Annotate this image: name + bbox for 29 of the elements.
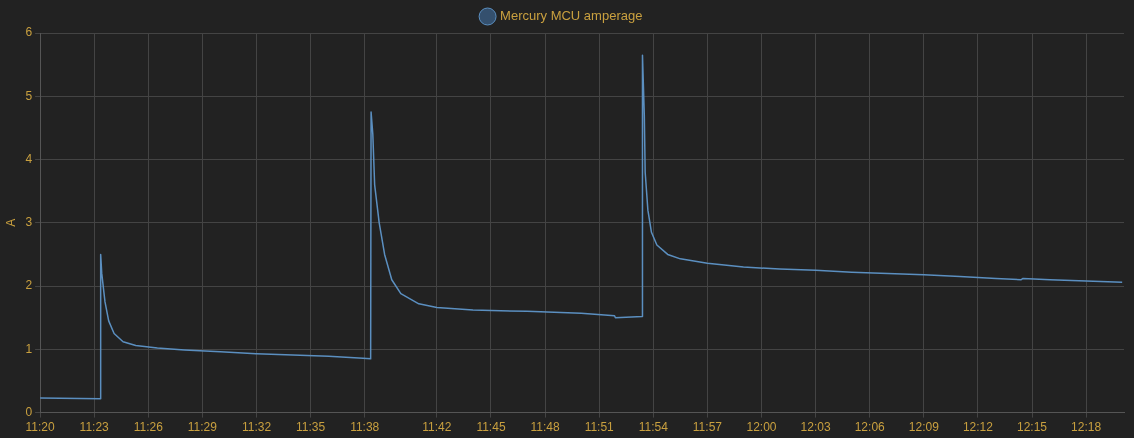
x-tick-label: 11:32 [241, 420, 272, 435]
x-tick-label: 11:42 [422, 420, 452, 435]
x-tick-label: 11:54 [638, 420, 669, 435]
x-tick-label: 11:35 [296, 420, 326, 435]
y-tick-label: 5 [25, 88, 33, 103]
x-tick-label: 11:23 [79, 420, 110, 435]
x-tick-label: 12:12 [962, 420, 994, 435]
x-tick-label: 11:51 [584, 420, 615, 435]
y-tick-label: 1 [25, 341, 33, 356]
x-tick-label: 12:03 [800, 420, 831, 435]
legend-label: Mercury MCU amperage [500, 8, 643, 24]
x-tick-label: 11:48 [530, 420, 560, 435]
x-tick-label: 12:15 [1017, 420, 1048, 435]
y-axis-title: A [3, 218, 18, 227]
x-tick-label: 12:00 [746, 420, 777, 435]
x-tick-label: 11:29 [187, 420, 218, 435]
y-tick-label: 6 [25, 25, 33, 40]
x-tick-label: 11:38 [350, 420, 380, 435]
x-tick-label: 11:20 [25, 420, 55, 435]
y-tick-label: 4 [25, 151, 33, 166]
x-tick-label: 12:09 [908, 420, 940, 435]
x-tick-label: 12:06 [854, 420, 886, 435]
x-tick-label: 11:26 [133, 420, 164, 435]
x-tick-label: 11:45 [476, 420, 506, 435]
y-tick-label: 0 [25, 404, 33, 419]
x-tick-label: 12:18 [1071, 420, 1102, 435]
y-tick-label: 2 [25, 278, 33, 293]
y-tick-label: 3 [25, 215, 33, 230]
x-tick-label: 11:57 [692, 420, 723, 435]
